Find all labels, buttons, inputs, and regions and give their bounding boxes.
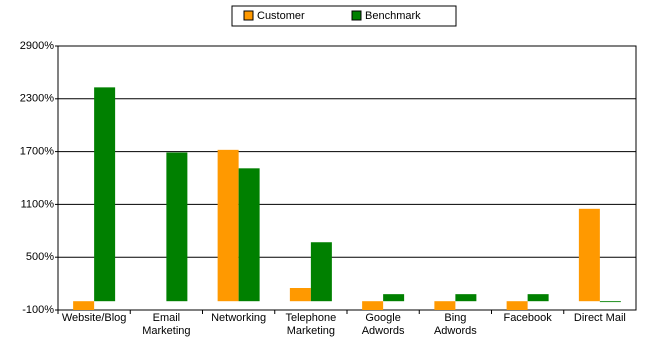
legend-swatch: [351, 10, 362, 21]
x-tick-label: Website/Blog: [61, 312, 127, 324]
y-tick-label: 500%: [26, 251, 54, 263]
bar: [362, 301, 384, 310]
legend-label: Customer: [257, 10, 305, 22]
bar: [599, 301, 621, 303]
x-tick-label: Direct Mail: [573, 312, 626, 324]
x-tick-label: Bing Adwords: [433, 312, 477, 337]
y-tick-label: 1100%: [21, 198, 55, 210]
legend-swatch: [243, 10, 254, 21]
bar: [506, 301, 528, 310]
legend-label: Benchmark: [365, 10, 421, 22]
legend: Customer Benchmark: [231, 5, 457, 27]
bar: [289, 288, 311, 302]
bar: [166, 152, 188, 302]
y-tick-label: 1700%: [20, 146, 54, 158]
bar: [238, 168, 260, 302]
x-tick-label: Facebook: [503, 312, 552, 324]
bar: [578, 208, 600, 302]
bar: [455, 294, 477, 302]
bar: [383, 294, 405, 302]
bar: [527, 294, 549, 302]
y-tick-label: -100%: [22, 304, 54, 316]
y-tick-label: 2300%: [20, 93, 54, 105]
x-tick-label: Telephone Marketing: [285, 312, 337, 337]
bar: [73, 301, 95, 310]
bar: [217, 149, 239, 302]
bar: [310, 242, 332, 302]
x-tick-label: Networking: [211, 312, 267, 324]
x-tick-label: Google Adwords: [361, 312, 405, 337]
plot-area: [57, 45, 637, 311]
y-tick-label: 2900%: [20, 40, 54, 52]
x-tick-label: Email Marketing: [142, 312, 191, 337]
legend-box: [231, 5, 457, 27]
bar: [434, 301, 456, 310]
bar: [94, 87, 116, 302]
